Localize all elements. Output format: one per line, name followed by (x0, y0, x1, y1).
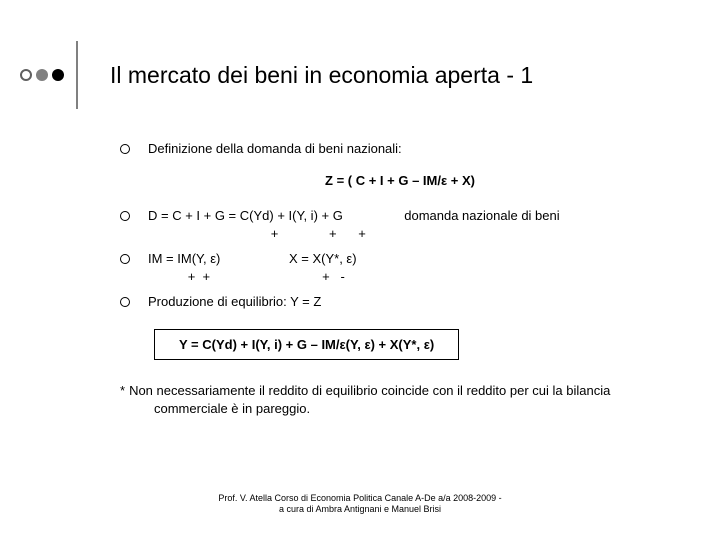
bullet-icon (120, 254, 130, 264)
title-dot-outline (20, 69, 32, 81)
title-bullets (20, 41, 92, 109)
imports-lines: IM = IM(Y, ε) X = X(Y*, ε) + + + - (148, 250, 680, 285)
equation-z: Z = ( C + I + G – IM/ε + X) (120, 172, 680, 190)
definition-text: Definizione della domanda di beni nazion… (148, 140, 680, 158)
bullet-imports: IM = IM(Y, ε) X = X(Y*, ε) + + + - (120, 250, 680, 285)
demand-lines: D = C + I + G = C(Yd) + I(Y, i) + G doma… (148, 207, 680, 242)
footer: Prof. V. Atella Corso di Economia Politi… (0, 493, 720, 516)
bullet-icon (120, 297, 130, 307)
bullet-icon (120, 144, 130, 154)
title-dot-gray (36, 69, 48, 81)
bullet-production: Produzione di equilibrio: Y = Z (120, 293, 680, 311)
bullet-definition: Definizione della domanda di beni nazion… (120, 140, 680, 158)
demand-line2: + + + (148, 226, 366, 241)
footer-line1: Prof. V. Atella Corso di Economia Politi… (0, 493, 720, 505)
footnote-line2: commerciale è in pareggio. (154, 400, 680, 418)
footnote: * Non necessariamente il reddito di equil… (120, 382, 680, 417)
title-region: Il mercato dei beni in economia aperta -… (20, 50, 700, 100)
body: Definizione della domanda di beni nazion… (120, 140, 680, 417)
bullet-demand: D = C + I + G = C(Yd) + I(Y, i) + G doma… (120, 207, 680, 242)
demand-line1: D = C + I + G = C(Yd) + I(Y, i) + G doma… (148, 208, 560, 223)
bullet-icon (120, 211, 130, 221)
title-separator (76, 41, 78, 109)
footer-line2: a cura di Ambra Antignani e Manuel Brisi (0, 504, 720, 516)
title-dot-black (52, 69, 64, 81)
slide-title: Il mercato dei beni in economia aperta -… (110, 62, 533, 89)
asterisk-icon: * (120, 383, 125, 398)
imports-line1: IM = IM(Y, ε) X = X(Y*, ε) (148, 251, 357, 266)
footnote-line1: Non necessariamente il reddito di equili… (129, 383, 610, 398)
boxed-equilibrium: Y = C(Yd) + I(Y, i) + G – IM/ε(Y, ε) + X… (154, 329, 459, 361)
slide: Il mercato dei beni in economia aperta -… (0, 0, 720, 540)
production-text: Produzione di equilibrio: Y = Z (148, 293, 680, 311)
imports-line2: + + + - (148, 269, 345, 284)
